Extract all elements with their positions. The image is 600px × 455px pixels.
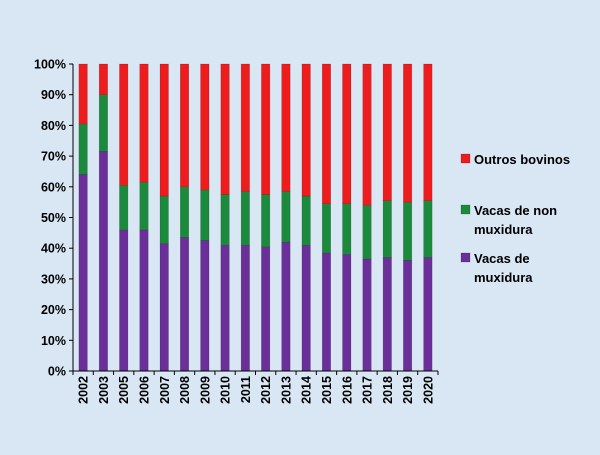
bar-vacas-de-non-muxidura-2014 bbox=[301, 195, 311, 246]
x-tick-label: 2008 bbox=[178, 376, 192, 404]
bar-vacas-de-muxidura-2005 bbox=[119, 229, 129, 372]
x-tick-label: 2006 bbox=[137, 376, 151, 404]
x-tick-label: 2016 bbox=[340, 376, 354, 404]
x-tick-label: 2010 bbox=[219, 376, 233, 404]
y-tick-label: 0% bbox=[48, 365, 66, 379]
bar-vacas-de-non-muxidura-2009 bbox=[200, 189, 210, 241]
bar-vacas-de-muxidura-2012 bbox=[261, 246, 271, 372]
bar-vacas-de-non-muxidura-2010 bbox=[220, 194, 230, 246]
bar-vacas-de-muxidura-2013 bbox=[281, 241, 291, 372]
bar-vacas-de-muxidura-2019 bbox=[403, 260, 413, 372]
x-tick-label: 2002 bbox=[77, 376, 91, 404]
x-tick-label: 2018 bbox=[381, 376, 395, 404]
bar-outros-bovinos-2008 bbox=[180, 63, 190, 188]
bar-vacas-de-muxidura-2020 bbox=[423, 257, 433, 372]
bar-vacas-de-muxidura-2009 bbox=[200, 240, 210, 372]
bar-vacas-de-non-muxidura-2008 bbox=[180, 186, 190, 238]
bar-vacas-de-muxidura-2006 bbox=[139, 229, 149, 372]
x-tick-label: 2009 bbox=[198, 376, 212, 404]
bar-vacas-de-muxidura-2017 bbox=[362, 258, 372, 372]
x-tick-label: 2019 bbox=[401, 376, 415, 404]
y-tick-label: 10% bbox=[41, 334, 66, 348]
y-tick-label: 20% bbox=[41, 303, 66, 317]
x-tick-label: 2015 bbox=[320, 376, 334, 404]
bar-vacas-de-non-muxidura-2017 bbox=[362, 204, 372, 260]
bar-outros-bovinos-2007 bbox=[159, 63, 169, 197]
y-tick-label: 90% bbox=[41, 88, 66, 102]
legend-label-line: Vacas de non bbox=[474, 203, 557, 218]
bar-outros-bovinos-2003 bbox=[98, 63, 108, 95]
bar-vacas-de-muxidura-2011 bbox=[240, 244, 250, 372]
y-tick-label: 50% bbox=[41, 211, 66, 225]
y-tick-label: 80% bbox=[41, 119, 66, 133]
bar-vacas-de-muxidura-2014 bbox=[301, 244, 311, 372]
y-tick-label: 100% bbox=[34, 58, 66, 72]
bar-outros-bovinos-2018 bbox=[382, 63, 392, 201]
y-tick-label: 70% bbox=[41, 150, 66, 164]
legend-swatch bbox=[460, 204, 471, 215]
bar-outros-bovinos-2005 bbox=[119, 63, 129, 186]
bar-vacas-de-non-muxidura-2002 bbox=[78, 123, 88, 175]
bar-outros-bovinos-2015 bbox=[321, 63, 331, 204]
x-tick-label: 2012 bbox=[259, 376, 273, 404]
bar-vacas-de-muxidura-2007 bbox=[159, 243, 169, 372]
legend-label-line: Outros bovinos bbox=[474, 152, 570, 167]
bar-outros-bovinos-2006 bbox=[139, 63, 149, 183]
bar-vacas-de-muxidura-2010 bbox=[220, 244, 230, 372]
bar-vacas-de-non-muxidura-2018 bbox=[382, 200, 392, 258]
legend-label-line: muxidura bbox=[474, 270, 533, 285]
x-tick-label: 2020 bbox=[421, 376, 435, 404]
bar-vacas-de-muxidura-2018 bbox=[382, 257, 392, 372]
bar-vacas-de-non-muxidura-2006 bbox=[139, 181, 149, 231]
y-tick-label: 40% bbox=[41, 242, 66, 256]
bar-vacas-de-non-muxidura-2013 bbox=[281, 191, 291, 243]
bar-outros-bovinos-2012 bbox=[261, 63, 271, 195]
bar-outros-bovinos-2009 bbox=[200, 63, 210, 191]
bar-vacas-de-non-muxidura-2003 bbox=[98, 94, 108, 152]
legend-label-line: Vacas de bbox=[474, 251, 530, 266]
bar-outros-bovinos-2017 bbox=[362, 63, 372, 206]
x-tick-label: 2014 bbox=[300, 376, 314, 404]
bar-outros-bovinos-2019 bbox=[403, 63, 413, 203]
bar-outros-bovinos-2014 bbox=[301, 63, 311, 197]
x-tick-label: 2007 bbox=[158, 376, 172, 404]
legend-label: Outros bovinos bbox=[474, 152, 570, 167]
legend-swatch bbox=[460, 252, 471, 263]
legend-label: Vacas de muxidura bbox=[474, 251, 533, 285]
bar-vacas-de-non-muxidura-2012 bbox=[261, 194, 271, 247]
bar-vacas-de-muxidura-2016 bbox=[342, 254, 352, 372]
legend-swatch bbox=[460, 153, 471, 164]
bar-outros-bovinos-2020 bbox=[423, 63, 433, 201]
x-tick-label: 2003 bbox=[97, 376, 111, 404]
bar-vacas-de-muxidura-2008 bbox=[180, 237, 190, 372]
y-tick-label: 30% bbox=[41, 272, 66, 286]
bar-vacas-de-non-muxidura-2019 bbox=[403, 201, 413, 261]
bar-outros-bovinos-2016 bbox=[342, 63, 352, 204]
bar-vacas-de-non-muxidura-2016 bbox=[342, 203, 352, 255]
x-tick-label: 2013 bbox=[279, 376, 293, 404]
bar-outros-bovinos-2010 bbox=[220, 63, 230, 195]
x-tick-label: 2011 bbox=[239, 376, 253, 403]
bar-outros-bovinos-2011 bbox=[240, 63, 250, 192]
x-tick-label: 2017 bbox=[361, 376, 375, 404]
bar-vacas-de-non-muxidura-2015 bbox=[321, 203, 331, 254]
bar-outros-bovinos-2013 bbox=[281, 63, 291, 192]
plot-area: 0% 10% 20% 30% 40% 50% 60% 70% 80% 90% 100% 2002 200… bbox=[34, 58, 439, 404]
x-tick-label: 2005 bbox=[117, 376, 131, 404]
bar-vacas-de-muxidura-2015 bbox=[321, 252, 331, 372]
legend-label: Vacas de non muxidura bbox=[474, 203, 557, 237]
y-tick-label: 60% bbox=[41, 180, 66, 194]
legend-label-line: muxidura bbox=[474, 222, 533, 237]
bar-vacas-de-non-muxidura-2005 bbox=[119, 185, 129, 231]
bar-vacas-de-muxidura-2002 bbox=[78, 174, 88, 372]
bar-vacas-de-non-muxidura-2020 bbox=[423, 200, 433, 258]
bar-vacas-de-non-muxidura-2011 bbox=[240, 191, 250, 246]
bar-vacas-de-muxidura-2003 bbox=[98, 151, 108, 372]
bar-vacas-de-non-muxidura-2007 bbox=[159, 195, 169, 244]
bar-outros-bovinos-2002 bbox=[78, 63, 88, 125]
